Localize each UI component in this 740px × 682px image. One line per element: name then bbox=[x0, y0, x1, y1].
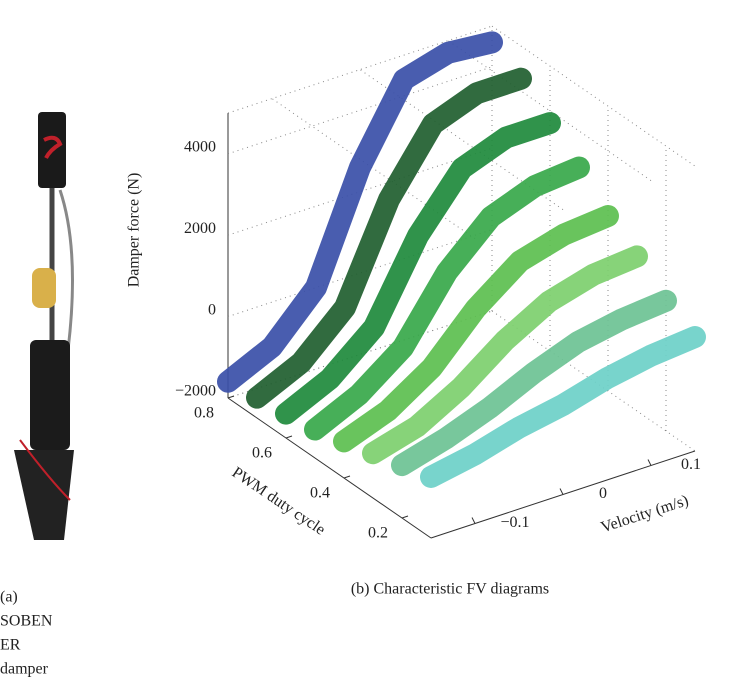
fv-band bbox=[420, 326, 706, 488]
caption-line: (a) bbox=[0, 589, 18, 606]
x-tick bbox=[647, 459, 652, 466]
z-axis-label: Damper force (N) bbox=[126, 173, 143, 288]
box-edge bbox=[491, 310, 696, 452]
grid-line bbox=[447, 40, 652, 182]
x-tick-label: −0.1 bbox=[500, 514, 529, 531]
fv-band bbox=[362, 245, 648, 465]
caption-a: (a) SOBEN ER damper bbox=[0, 589, 53, 678]
x-tick-label: 0 bbox=[599, 485, 607, 502]
axis-line bbox=[227, 397, 432, 539]
caption-line: damper bbox=[0, 661, 49, 678]
y-tick-label: 0.8 bbox=[194, 405, 214, 422]
fv-band bbox=[246, 67, 532, 409]
fv-band bbox=[275, 112, 561, 425]
z-tick-label: 2000 bbox=[184, 220, 216, 237]
z-tick-label: 0 bbox=[208, 301, 216, 318]
caption-b: (b) Characteristic FV diagrams bbox=[351, 581, 549, 598]
x-axis-label: Velocity (m/s) bbox=[599, 492, 691, 536]
fv-band bbox=[391, 289, 677, 477]
x-tick-label: 0.1 bbox=[681, 456, 701, 473]
grid-line bbox=[271, 98, 476, 240]
z-tick-label: −2000 bbox=[175, 383, 216, 400]
y-tick bbox=[285, 435, 293, 439]
box-edge bbox=[491, 25, 696, 167]
y-tick-label: 0.6 bbox=[252, 445, 272, 462]
y-tick-label: 0.4 bbox=[310, 485, 330, 502]
caption-line: SOBEN bbox=[0, 613, 53, 630]
fv-band bbox=[333, 204, 619, 453]
y-tick bbox=[343, 475, 351, 479]
caption-line: ER bbox=[0, 637, 21, 654]
fv-band bbox=[217, 31, 503, 393]
y-tick-label: 0.2 bbox=[368, 525, 388, 542]
x-tick bbox=[559, 488, 564, 495]
damper-photo bbox=[14, 112, 74, 540]
x-tick bbox=[471, 517, 476, 524]
y-tick bbox=[227, 395, 235, 399]
fv-band bbox=[304, 156, 590, 441]
y-tick bbox=[401, 515, 409, 519]
z-tick-label: 4000 bbox=[184, 138, 216, 155]
